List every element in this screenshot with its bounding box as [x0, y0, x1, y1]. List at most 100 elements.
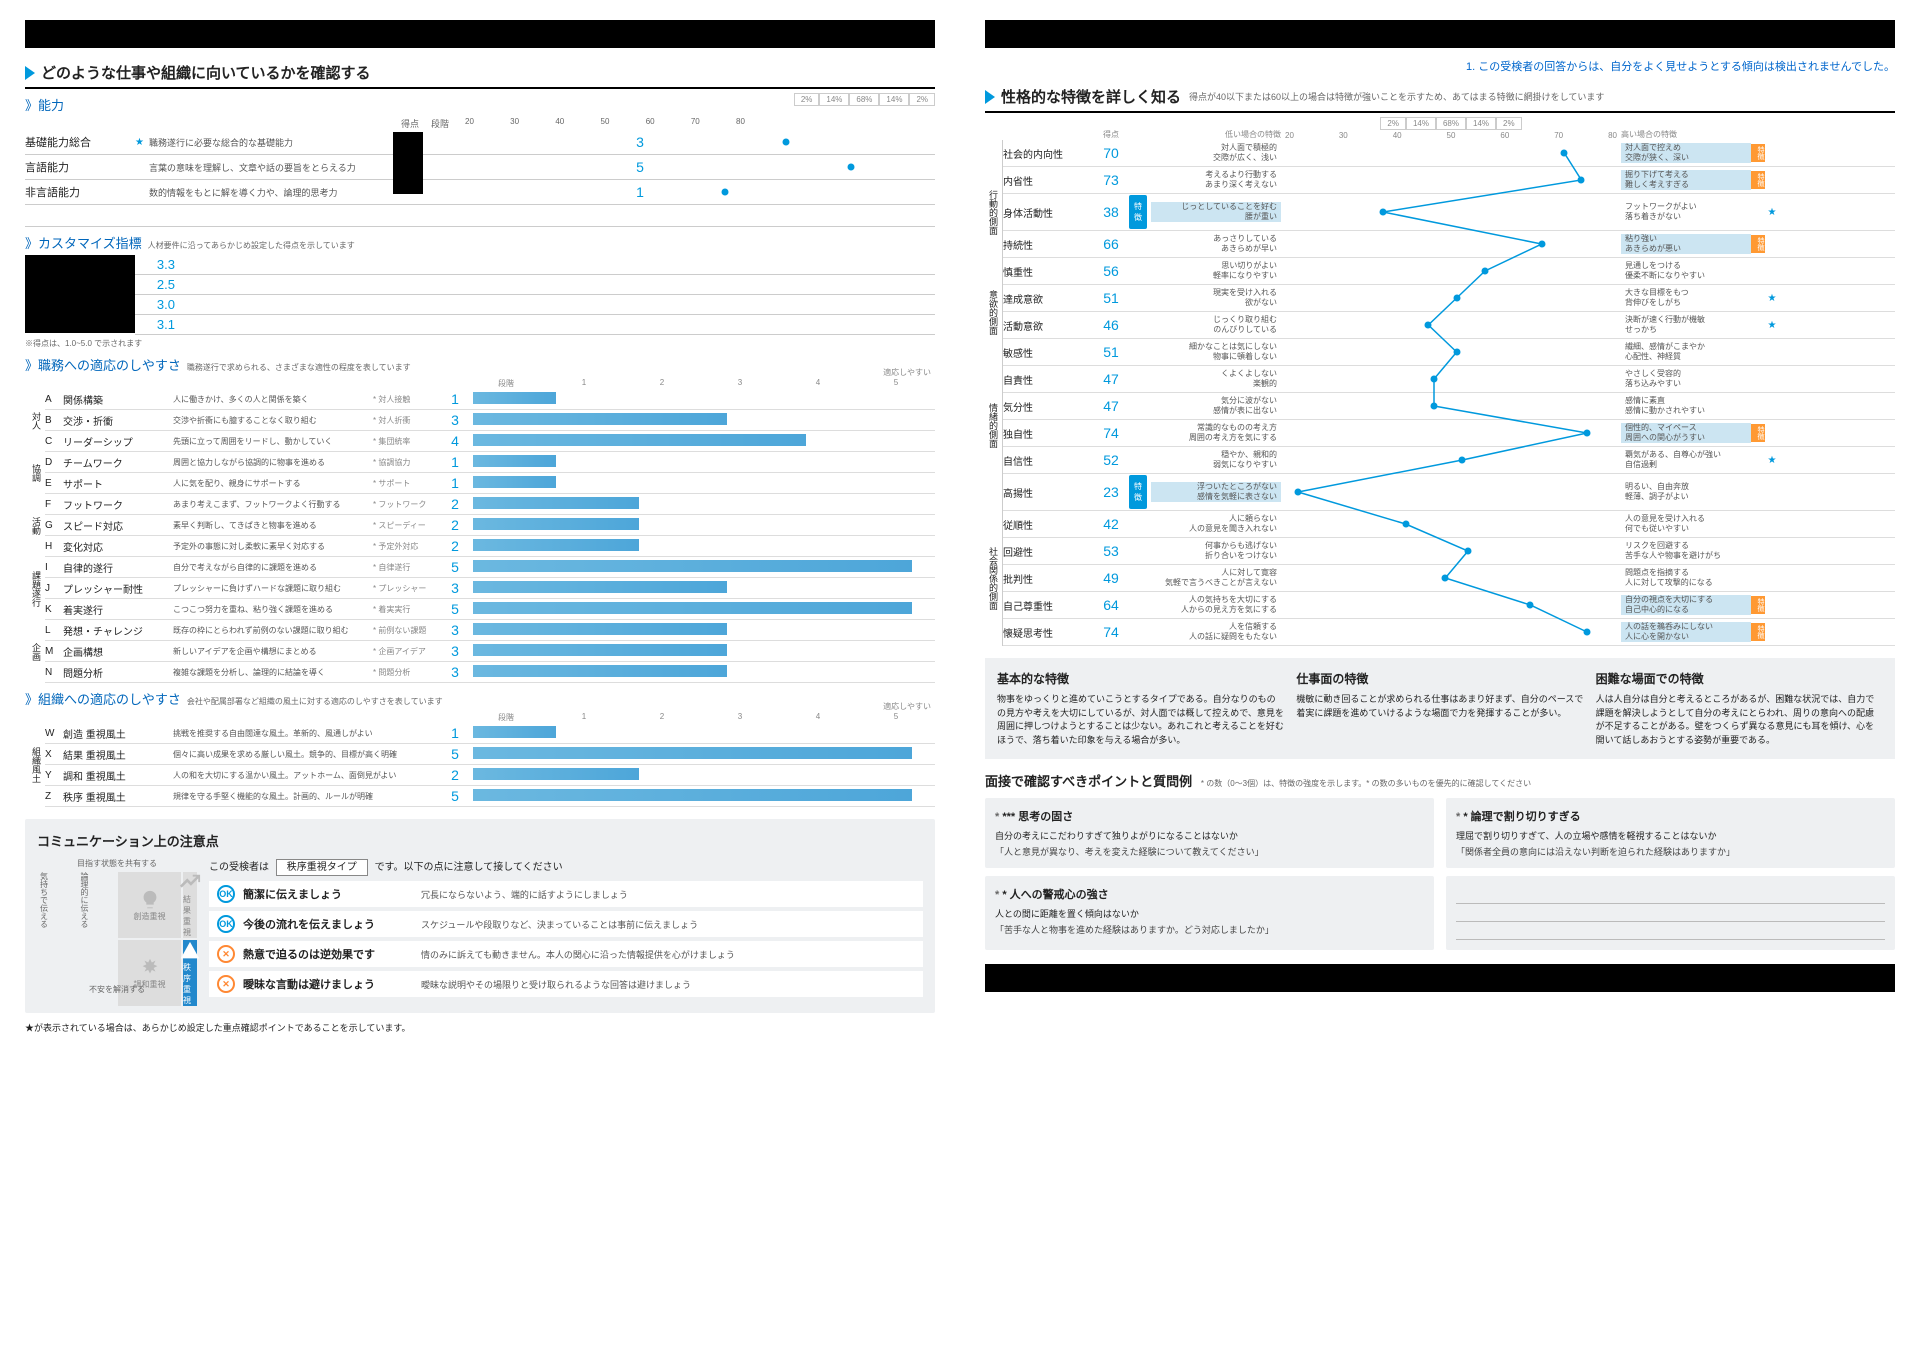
- adapt-row: L発想・チャレンジ 既存の枠にとらわれず前例のない課題に取り組む* 前例ない課題…: [45, 620, 935, 641]
- personality-row: 社会的内向性 70 対人面で積極的交際が広く、浅い 対人面で控えめ交際が狭く、深…: [1003, 140, 1895, 167]
- personality-row: 自信性 52 穏やか、親和的弱気になりやすい 覇気がある、自尊心が強い自信過剰 …: [1003, 447, 1895, 474]
- adapt-category: 企画: [25, 620, 45, 683]
- adapt-row: Cリーダーシップ 先頭に立って周囲をリードし、動かしていく* 集団統率 4: [45, 431, 935, 452]
- score-dot: [1425, 322, 1432, 329]
- score-dot: [1465, 548, 1472, 555]
- score-dot: [1453, 295, 1460, 302]
- ability-row: 言語能力 言葉の意味を理解し、文章や話の要旨をとらえる力 5: [25, 155, 935, 180]
- adapt-row: B交渉・折衝 交渉や折衝にも臆することなく取り組む* 対人折衝 3: [45, 410, 935, 431]
- question-box: * 論理で割り切りすぎる理屈で割り切りすぎて、人の立場や感情を軽視することはない…: [1446, 798, 1895, 868]
- score-dot: [1459, 457, 1466, 464]
- adapt-row: K着実遂行 こつこつ努力を重ね、粘り強く課題を進める* 着実実行 5: [45, 599, 935, 620]
- adapt-row: I自律的遂行 自分で考えながら自律的に課題を進める* 自律遂行 5: [45, 557, 935, 578]
- trait-badge: 特徴: [1751, 235, 1765, 253]
- score-header: 得点 段階 20304050607080: [25, 117, 935, 130]
- section-header-suitability: どのような仕事や組織に向いているかを確認する: [25, 58, 935, 89]
- score-dot: [1538, 241, 1545, 248]
- quad-order-active: 秩序重視: [183, 940, 197, 1006]
- personality-row: 活動意欲 46 じっくり取り組むのんびりしている 決断が速く行動が機敏せっかち …: [1003, 312, 1895, 339]
- validity-notice: 1. この受検者の回答からは、自分をよく見せようとする傾向は検出されませんでした…: [985, 58, 1895, 74]
- score-dot: [1453, 349, 1460, 356]
- custom-row: 3.3: [135, 255, 935, 275]
- custom-footnote: ※得点は、1.0~5.0 で示されます: [25, 338, 935, 349]
- org-category: 組織風土: [25, 723, 45, 807]
- adapt-row: Dチームワーク 周囲と協力しながら協調的に物事を進める* 協調協力 1: [45, 452, 935, 473]
- quad-result: 結果重視: [183, 872, 197, 938]
- percentile-header: 2%14%68%14%2%: [794, 93, 935, 106]
- personality-row: 達成意欲 51 現実を受け入れる欲がない 大きな目標をもつ背伸びをしがち ★: [1003, 285, 1895, 312]
- personality-row: 従順性 42 人に頼らない人の意見を聞き入れない 人の意見を受け入れる何でも従い…: [1003, 511, 1895, 538]
- personality-row: 自己尊重性 64 人の気持ちを大切にする人からの見え方を気にする 自分の視点を大…: [1003, 592, 1895, 619]
- personality-row: 持続性 66 あっさりしているあきらめが早い 粘り強いあきらめが悪い 特徴: [1003, 231, 1895, 258]
- trait-badge: 特徴: [1751, 171, 1765, 189]
- personality-row: 気分性 47 気分に波がない感情が表に出ない 感情に素直感情に動かされやすい: [1003, 393, 1895, 420]
- adapt-row: H変化対応 予定外の事態に対し柔軟に素早く対応する* 予定外対応 2: [45, 536, 935, 557]
- personality-row: 批判性 49 人に対して寛容気軽で言うべきことが言えない 問題点を指摘する人に対…: [1003, 565, 1895, 592]
- comm-tip: OK 簡潔に伝えましょう冗長にならないよう、端的に話すようにしましょう: [209, 881, 923, 907]
- personality-row: 敏感性 51 細かなことは気にしない物事に頓着しない 繊細、感情がこまやか心配性…: [1003, 339, 1895, 366]
- communication-box: コミュニケーション上の注意点 目指す状態を共有する 気持ちで伝える 創造重視 結…: [25, 819, 935, 1013]
- right-page: 1. この受検者の回答からは、自分をよく見せようとする傾向は検出されませんでした…: [960, 0, 1920, 1359]
- adapt-category: 対人: [25, 389, 45, 452]
- comm-tip: ✕ 曖昧な言動は避けましょう曖昧な説明やその場限りと受け取られるような回答は避け…: [209, 971, 923, 997]
- adapt-row: Jプレッシャー耐性 プレッシャーに負けずハードな課題に取り組む* プレッシャー …: [45, 578, 935, 599]
- adapt-row: Fフットワーク あまり考えこまず、フットワークよく行動する* フットワーク 2: [45, 494, 935, 515]
- header-blackbar-r: [985, 20, 1895, 48]
- personality-row: 自責性 47 くよくよしない楽観的 やさしく受容的落ち込みやすい: [1003, 366, 1895, 393]
- ability-row: 非言語能力 数的情報をもとに解を導く力や、論理的思考力 1: [25, 180, 935, 205]
- custom-row: 2.5: [135, 275, 935, 295]
- comm-tip: OK 今後の流れを伝えましょうスケジュールや段取りなど、決まっていることは事前に…: [209, 911, 923, 937]
- redacted-custom: [25, 255, 135, 333]
- comm-type-line: この受検者は 秩序重視タイプ です。以下の点に注意して接してください: [209, 858, 923, 873]
- adapt-row: N問題分析 複雑な課題を分析し、論理的に結論を導く* 問題分析 3: [45, 662, 935, 683]
- personality-row: 高揚性 23 特徴 浮ついたところがない感情を気軽に表さない 明るい、自由奔放軽…: [1003, 474, 1895, 511]
- adapt-category: 協調: [25, 452, 45, 494]
- score-dot: [1442, 575, 1449, 582]
- trait-badge: 特徴: [1129, 475, 1147, 509]
- feature-box: 仕事面の特徴機敏に動き回ることが求められる仕事はあまり好まず、自分のペースで着実…: [1296, 670, 1583, 747]
- trait-badge: 特徴: [1751, 424, 1765, 442]
- adapt-row: M企画構想 新しいアイデアを企画や構想にまとめる* 企画アイデア 3: [45, 641, 935, 662]
- adapt-row: Eサポート 人に気を配り、親身にサポートする* サポート 1: [45, 473, 935, 494]
- score-dot: [1482, 268, 1489, 275]
- personality-row: 内省性 73 考えるより行動するあまり深く考えない 掘り下げて考える難しく考えす…: [1003, 167, 1895, 194]
- pers-category: 情緒的側面: [985, 339, 1003, 511]
- personality-row: 身体活動性 38 特徴 じっとしていることを好む腰が重い フットワークがよい落ち…: [1003, 194, 1895, 231]
- adapt-category: 課題遂行: [25, 557, 45, 620]
- pers-category: 行動的側面: [985, 140, 1003, 285]
- org-row: Z秩序 重視風土 規律を守る手堅く機能的な風土。計画的、ルールが明確 5: [45, 786, 935, 807]
- pers-category: 意欲的側面: [985, 285, 1003, 339]
- feature-box: 困難な場面での特徴人は人自分は自分と考えるところがあるが、困難な状況では、自力で…: [1596, 670, 1883, 747]
- score-dot: [1527, 602, 1534, 609]
- score-dot: [1584, 430, 1591, 437]
- score-dot: [1402, 521, 1409, 528]
- header-blackbar: [25, 20, 935, 48]
- custom-row: 3.0: [135, 295, 935, 315]
- score-dot: [1561, 150, 1568, 157]
- org-row: X結果 重視風土 個々に高い成果を求める厳しい風土。競争的、目標が高く明確 5: [45, 744, 935, 765]
- custom-row: 3.1: [135, 315, 935, 335]
- feature-box: 基本的な特徴物事をゆっくりと進めていこうとするタイプである。自分なりのものの見方…: [997, 670, 1284, 747]
- question-box: * 人への警戒心の強さ人との間に距離を置く傾向はないか「苦手な人と物事を進めた経…: [985, 876, 1434, 950]
- trait-badge: 特徴: [1129, 195, 1147, 229]
- org-row: Y調和 重視風土 人の和を大切にする温かい風土。アットホーム、面倒見がよい 2: [45, 765, 935, 786]
- comm-quadrant: 目指す状態を共有する 気持ちで伝える 創造重視 結果重視 論理的に伝える 調和重…: [37, 858, 197, 1001]
- adapt-axis: 段階12345: [467, 378, 935, 389]
- score-dot: [1431, 376, 1438, 383]
- personality-row: 懐疑思考性 74 人を信頼する人の話に疑問をもたない 人の話を鵜呑みにしない人に…: [1003, 619, 1895, 646]
- trait-badge: 特徴: [1751, 623, 1765, 641]
- quad-creative: 創造重視: [118, 872, 181, 938]
- footer-blackbar: [985, 964, 1895, 992]
- adapt-row: Gスピード対応 素早く判断し、てきぱきと物事を進める* スピーディー 2: [45, 515, 935, 536]
- question-box-empty: [1446, 876, 1895, 950]
- personality-row: 慎重性 56 思い切りがよい軽率になりやすい 見通しをつける優柔不断になりやすい: [1003, 258, 1895, 285]
- feature-summary: 基本的な特徴物事をゆっくりと進めていこうとするタイプである。自分なりのものの見方…: [985, 658, 1895, 759]
- comm-tip: ✕ 熱意で迫るのは逆効果です情のみに訴えても動きません。本人の関心に沿った情報提…: [209, 941, 923, 967]
- score-dot: [1578, 177, 1585, 184]
- score-dot: [1380, 209, 1387, 216]
- trait-badge: 特徴: [1751, 596, 1765, 614]
- ability-row: 基礎能力総合 ★ 職務遂行に必要な総合的な基礎能力 3: [25, 130, 935, 155]
- star-footnote: ★が表示されている場合は、あらかじめ設定した重点確認ポイントであることを示してい…: [25, 1021, 935, 1034]
- question-box: *** 思考の固さ自分の考えにこだわりすぎて独りよがりになることはないか「人と意…: [985, 798, 1434, 868]
- left-page: どのような仕事や組織に向いているかを確認する 能力 2%14%68%14%2% …: [0, 0, 960, 1359]
